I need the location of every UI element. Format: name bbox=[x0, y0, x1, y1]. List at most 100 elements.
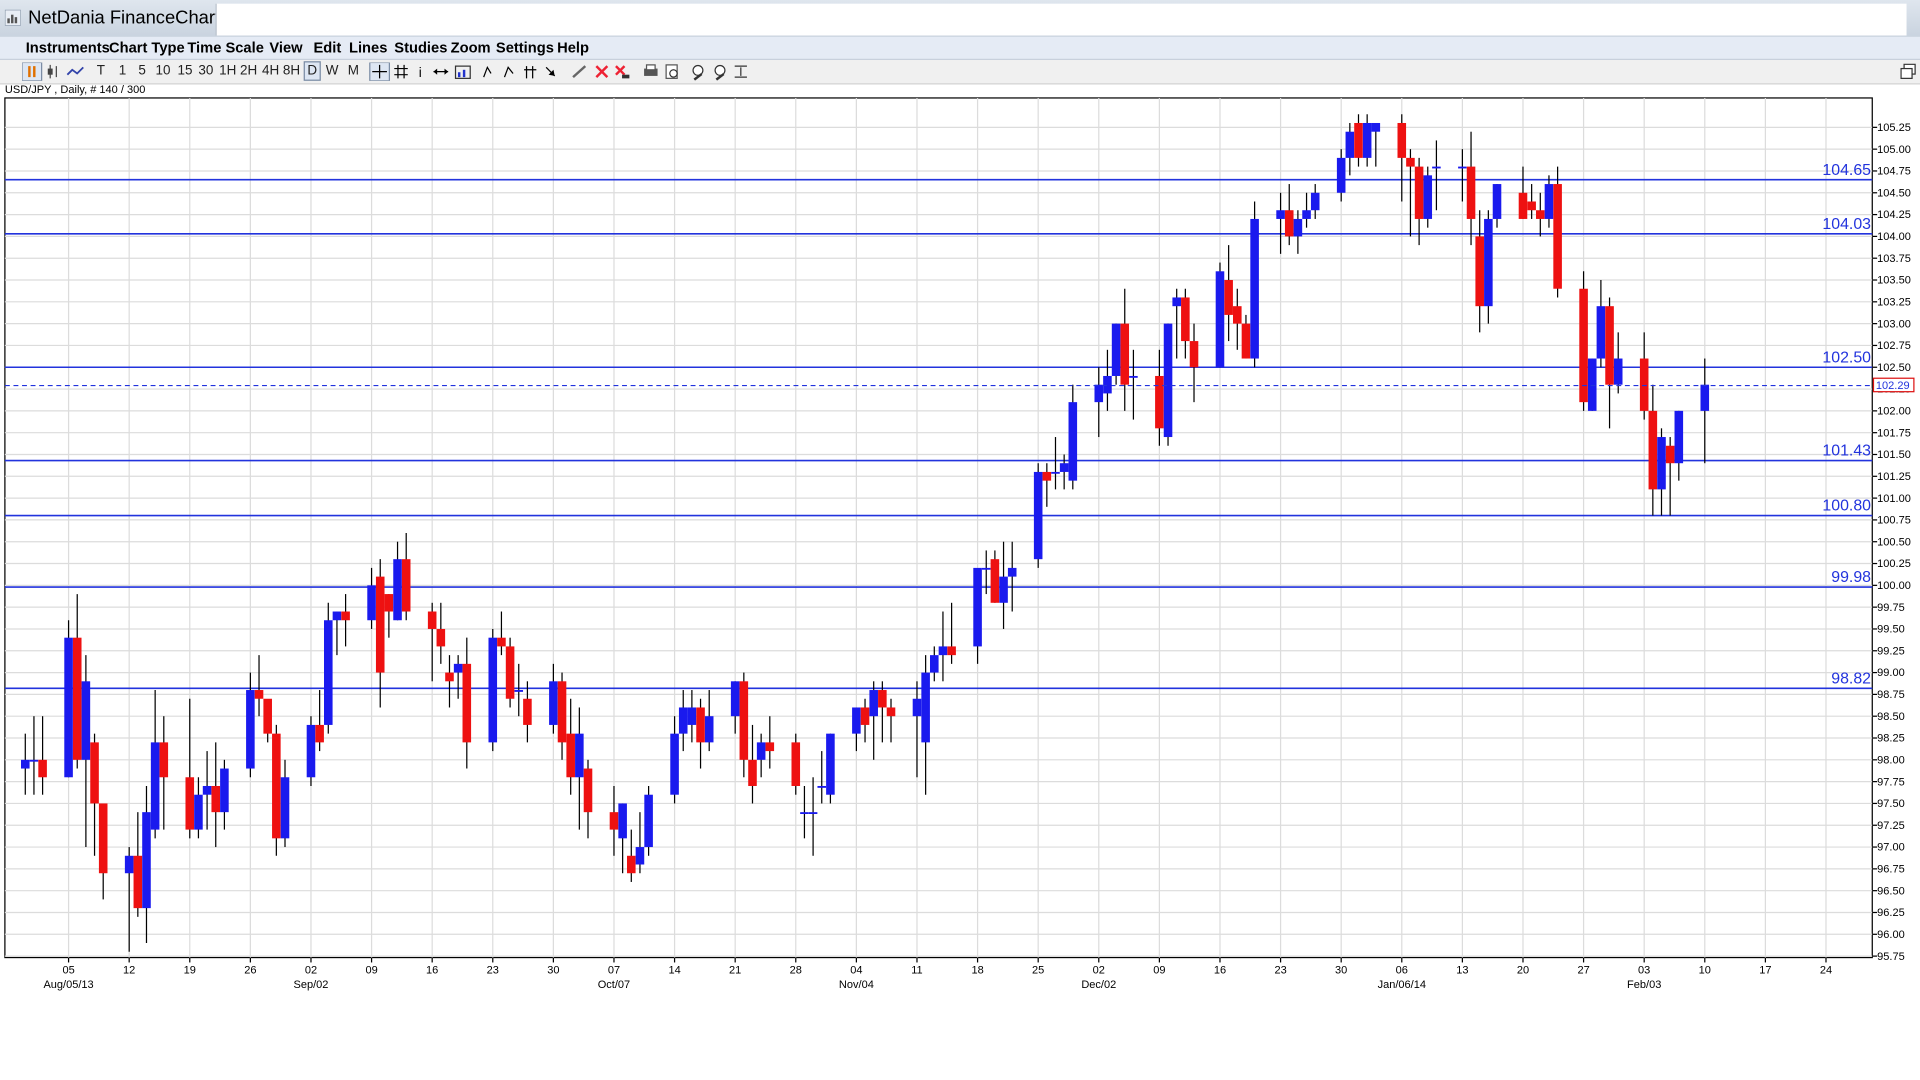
menu-studies[interactable]: Studies bbox=[394, 39, 448, 57]
y-tick-label: 98.50 bbox=[1877, 711, 1905, 723]
candle bbox=[1120, 288, 1130, 411]
timescale-tick[interactable]: T bbox=[96, 63, 105, 79]
y-tick-label: 102.75 bbox=[1877, 340, 1911, 352]
trendline-icon[interactable] bbox=[483, 65, 492, 78]
zoom-out-icon[interactable] bbox=[714, 64, 726, 81]
candle-body bbox=[549, 681, 558, 725]
candle bbox=[1172, 288, 1181, 359]
candle-body bbox=[81, 681, 91, 760]
arrow-icon[interactable] bbox=[545, 66, 556, 77]
delete-all-icon[interactable] bbox=[615, 65, 630, 79]
menu-time-scale[interactable]: Time Scale bbox=[187, 39, 264, 57]
timescale-8h[interactable]: 8H bbox=[282, 63, 301, 79]
candle-body bbox=[1033, 471, 1043, 560]
info-icon[interactable]: i bbox=[419, 65, 422, 80]
candle-body bbox=[1215, 271, 1225, 368]
candle-chart-icon[interactable] bbox=[47, 64, 57, 79]
candle-body bbox=[384, 594, 394, 612]
current-price-label: 102.29 bbox=[1876, 380, 1910, 392]
restore-window-icon[interactable] bbox=[1900, 63, 1916, 80]
candle-body bbox=[1068, 402, 1078, 481]
timescale-10m[interactable]: 10 bbox=[155, 63, 171, 79]
x-tick-label: 23 bbox=[487, 964, 499, 976]
timescale-daily[interactable]: D bbox=[303, 61, 321, 81]
time-axis: 05 12 19 26 02 09 16 23 30 07 14 21 28 04 11 18 25 02 09 16… bbox=[43, 957, 1832, 991]
month-label: Dec/02 bbox=[1081, 979, 1116, 991]
menu-chart-type[interactable]: Chart Type bbox=[108, 39, 185, 57]
candle bbox=[1605, 297, 1614, 429]
candle-body bbox=[1639, 358, 1649, 411]
candle-body bbox=[627, 855, 636, 874]
candle bbox=[1284, 184, 1294, 246]
crosshair-icon[interactable] bbox=[369, 62, 391, 81]
timescale-weekly[interactable]: W bbox=[325, 63, 339, 79]
menu-settings[interactable]: Settings bbox=[495, 39, 554, 57]
menu-lines[interactable]: Lines bbox=[348, 39, 388, 57]
line-chart-icon[interactable] bbox=[66, 66, 84, 76]
candle-body bbox=[800, 812, 809, 814]
candle bbox=[1163, 323, 1173, 446]
zoom-fit-icon[interactable] bbox=[734, 65, 747, 78]
candle-body bbox=[1553, 184, 1562, 289]
print-preview-icon[interactable] bbox=[665, 64, 678, 79]
title-input-area bbox=[215, 3, 1907, 36]
print-icon[interactable] bbox=[644, 64, 658, 76]
candle-body bbox=[514, 690, 524, 692]
candle bbox=[1103, 349, 1112, 411]
menu-edit[interactable]: Edit bbox=[313, 39, 342, 57]
timescale-5m[interactable]: 5 bbox=[138, 63, 146, 79]
candle-body bbox=[1051, 471, 1060, 474]
candle-body bbox=[566, 733, 575, 778]
candle bbox=[98, 803, 108, 900]
candle bbox=[1414, 157, 1424, 246]
candle bbox=[739, 672, 749, 778]
grid-icon[interactable] bbox=[394, 64, 408, 79]
candle bbox=[1536, 192, 1545, 237]
candle bbox=[1051, 437, 1060, 490]
timescale-1m[interactable]: 1 bbox=[118, 63, 127, 79]
menu-view[interactable]: View bbox=[269, 39, 303, 57]
delete-icon[interactable] bbox=[595, 65, 609, 79]
support-resistance-lines[interactable]: 104.65 104.03 102.50 101.43 100.80 99.98 98.82 bbox=[4, 162, 1873, 690]
candle-body bbox=[1293, 218, 1303, 237]
timescale-monthly[interactable]: M bbox=[347, 63, 359, 79]
y-tick-label: 99.50 bbox=[1877, 624, 1905, 636]
timescale-2h[interactable]: 2H bbox=[240, 63, 258, 79]
bar-chart-icon[interactable] bbox=[22, 62, 43, 81]
candle bbox=[21, 733, 30, 795]
title-bar: NetDania FinanceChart bbox=[0, 0, 1920, 38]
candle bbox=[505, 637, 515, 708]
zoom-in-icon[interactable] bbox=[692, 64, 704, 81]
menu-zoom[interactable]: Zoom bbox=[450, 39, 491, 57]
x-tick-label: 30 bbox=[547, 964, 559, 976]
timescale-30m[interactable]: 30 bbox=[198, 63, 214, 79]
candle-body bbox=[367, 585, 376, 621]
candle-body bbox=[635, 847, 645, 865]
candle-body bbox=[29, 759, 39, 762]
symbol-info: USD/JPY , Daily, # 140 / 300 bbox=[4, 83, 146, 96]
timescale-15m[interactable]: 15 bbox=[177, 63, 193, 79]
y-tick-label: 104.25 bbox=[1877, 209, 1911, 221]
pan-icon[interactable] bbox=[433, 68, 449, 75]
pen-icon[interactable] bbox=[572, 65, 587, 79]
candle bbox=[1674, 410, 1684, 481]
candle-body bbox=[739, 681, 749, 760]
candle bbox=[1059, 454, 1069, 490]
candlestick-chart[interactable]: 104.65 104.03 102.50 101.43 100.80 99.98 98.82… bbox=[0, 96, 1920, 996]
candle-body bbox=[765, 742, 775, 752]
menu-help[interactable]: Help bbox=[557, 39, 590, 57]
fibonacci-icon[interactable] bbox=[503, 66, 514, 78]
x-tick-label: 14 bbox=[668, 964, 680, 976]
horizontal-gridlines bbox=[4, 126, 1873, 957]
svg-text:i: i bbox=[419, 65, 422, 80]
timescale-1h[interactable]: 1H bbox=[219, 63, 237, 79]
y-tick-label: 100.25 bbox=[1877, 558, 1911, 570]
candle bbox=[1406, 149, 1415, 237]
volume-icon[interactable] bbox=[454, 65, 471, 79]
candle bbox=[973, 567, 982, 664]
menu-instruments[interactable]: Instruments bbox=[25, 39, 110, 57]
x-tick-label: 18 bbox=[971, 964, 983, 976]
candle-body bbox=[332, 611, 342, 621]
timescale-4h[interactable]: 4H bbox=[262, 63, 280, 79]
channel-icon[interactable] bbox=[524, 66, 537, 79]
